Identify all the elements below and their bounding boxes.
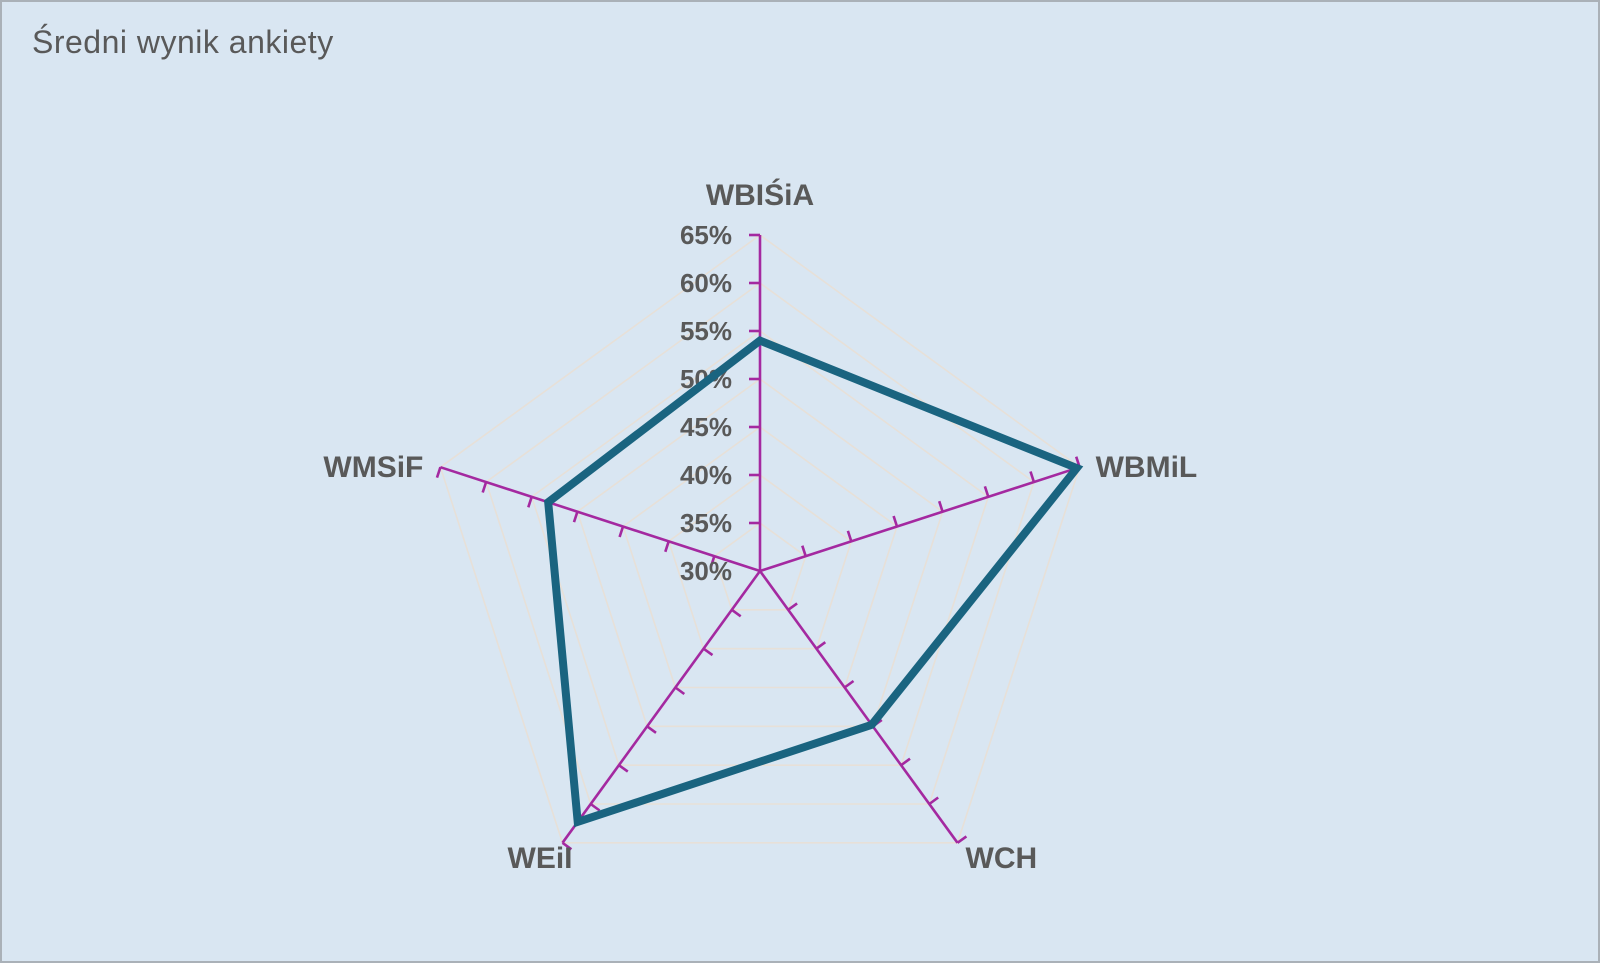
- axis-tick: [731, 608, 742, 618]
- axis-tick: [589, 802, 601, 812]
- axis-tick: [956, 835, 968, 844]
- axis-tick: [983, 485, 990, 498]
- axis-tick: [702, 647, 714, 657]
- axis-tick: [709, 555, 716, 567]
- axis-label-WEiI: WEiI: [508, 842, 573, 875]
- grid-ring-65: [439, 234, 1081, 844]
- axis-tick: [892, 515, 899, 527]
- axis-tick: [646, 725, 657, 734]
- axis-tick: [787, 602, 798, 611]
- radial-tick-label-55: 55%: [680, 316, 732, 346]
- radar-axis-WBMiL: [759, 465, 1081, 573]
- radar-axis-WMSiF: [439, 465, 761, 573]
- grid-ring-50: [576, 378, 944, 728]
- axis-tick: [815, 641, 827, 650]
- grid-ring-45: [622, 426, 898, 689]
- axis-label-WBIŚiA: WBIŚiA: [706, 178, 814, 212]
- grid-ring-35: [713, 522, 807, 611]
- radial-tick-label-45: 45%: [680, 412, 732, 442]
- axis-tick: [527, 496, 533, 508]
- axis-tick: [928, 796, 939, 806]
- axis-tick: [937, 500, 944, 513]
- radar-axis-WEiI: [561, 570, 762, 844]
- radar-axis-WCH: [758, 570, 959, 844]
- grid-ring-40: [667, 474, 853, 650]
- axis-tick: [618, 764, 629, 773]
- axis-label-WMSiF: WMSiF: [323, 451, 423, 484]
- axis-tick: [572, 511, 579, 523]
- axis-tick: [664, 540, 670, 553]
- axis-tick: [843, 679, 855, 689]
- radial-tick-label-30: 30%: [680, 556, 732, 586]
- radial-tick-label-35: 35%: [680, 508, 732, 538]
- axis-label-WBMiL: WBMiL: [1096, 451, 1198, 484]
- axis-tick: [481, 481, 488, 493]
- axis-tick: [561, 841, 573, 851]
- axis-tick: [846, 530, 853, 542]
- axis-tick: [801, 545, 807, 557]
- radial-tick-label-65: 65%: [680, 220, 732, 250]
- axis-tick: [618, 526, 625, 538]
- axis-tick: [435, 466, 442, 479]
- radial-tick-label-60: 60%: [680, 268, 732, 298]
- data-polygon: [544, 336, 1084, 828]
- axis-tick: [1029, 471, 1036, 483]
- axis-label-WCH: WCH: [966, 842, 1038, 875]
- chart-title: Średni wynik ankiety: [32, 24, 334, 60]
- axis-tick: [900, 757, 911, 767]
- radial-tick-label-40: 40%: [680, 460, 732, 490]
- grid-ring-60: [485, 282, 1035, 805]
- axis-tick: [674, 686, 686, 696]
